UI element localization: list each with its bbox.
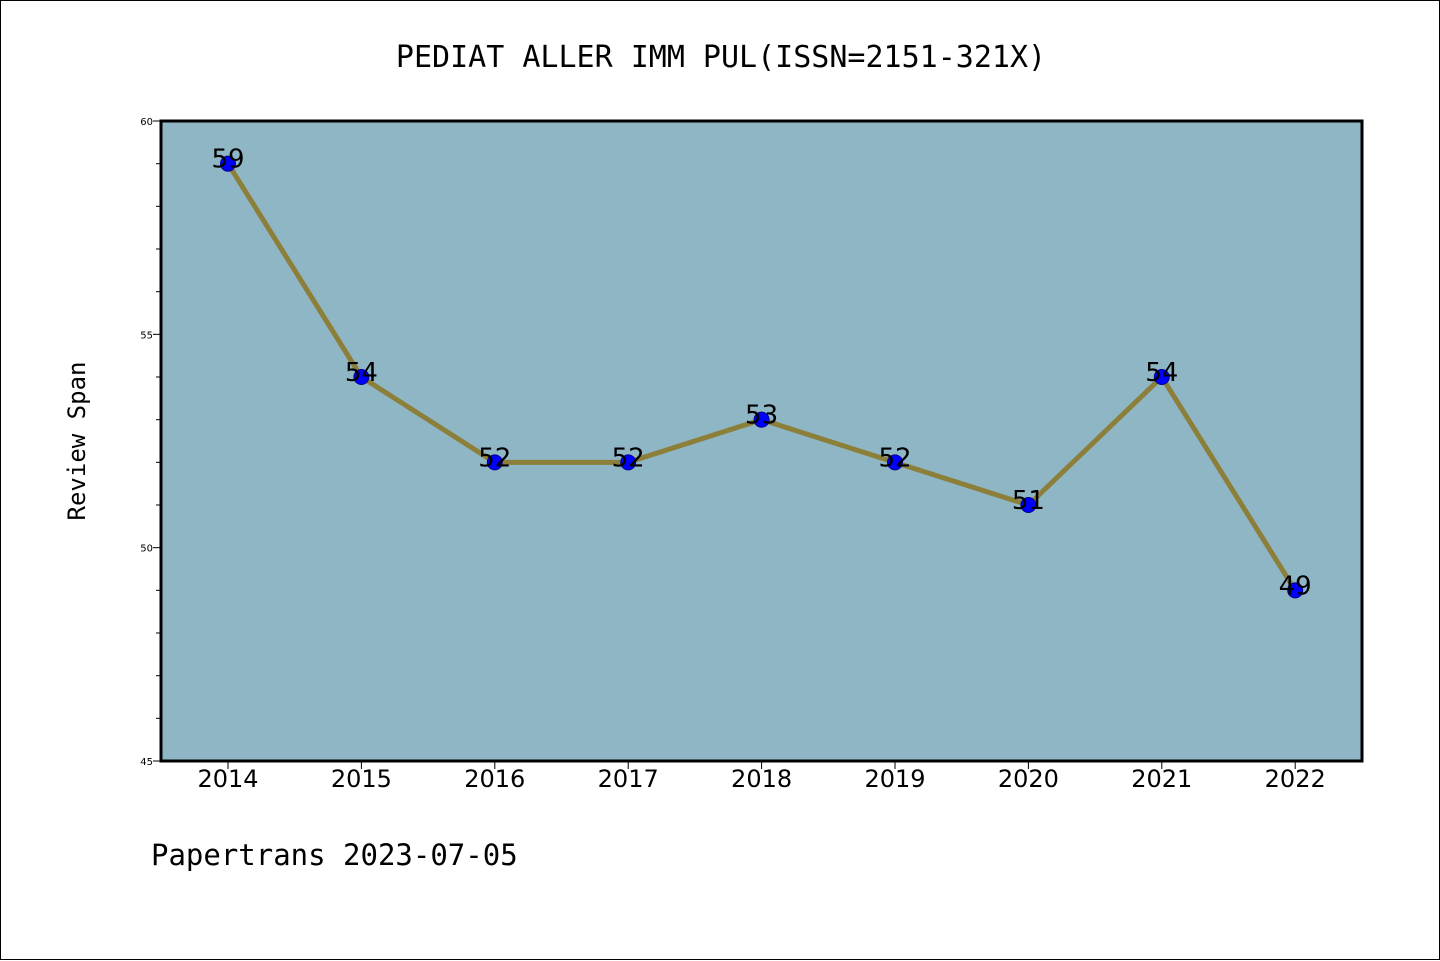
data-label: 52 (612, 443, 645, 473)
data-point (887, 454, 903, 471)
data-point (753, 411, 770, 428)
x-axis: 2014 2015 2016 2017 2018 2019 2020 2021 2022 (197, 761, 1326, 793)
data-point (1287, 582, 1304, 599)
x-tick-label: 2018 (731, 765, 792, 793)
data-label: 51 (1012, 486, 1045, 516)
data-point (486, 454, 503, 471)
y-tick-label: 60 (140, 117, 153, 128)
x-tick-label: 2019 (864, 765, 925, 793)
series-markers (220, 155, 1304, 599)
data-label: 53 (745, 401, 778, 431)
data-label: 52 (878, 443, 911, 473)
x-tick-label: 2020 (998, 765, 1059, 793)
data-label: 49 (1279, 571, 1312, 601)
y-tick-label: 45 (140, 757, 153, 768)
data-label: 52 (478, 443, 511, 473)
plot-area (161, 121, 1362, 761)
x-tick-label: 2022 (1265, 765, 1326, 793)
footer-text: Papertrans 2023-07-05 (151, 838, 518, 872)
data-label: 54 (345, 358, 378, 388)
data-label: 59 (211, 145, 244, 175)
data-point (353, 369, 370, 385)
y-axis-label: Review Span (63, 362, 91, 521)
x-tick-label: 2015 (331, 765, 392, 793)
data-label: 54 (1145, 358, 1178, 388)
data-point (220, 155, 236, 172)
data-point (1020, 497, 1037, 513)
plot-border (159, 119, 1364, 763)
chart-title: PEDIAT ALLER IMM PUL(ISSN=2151-321X) (396, 40, 1046, 75)
x-tick-label: 2014 (197, 765, 258, 793)
data-point (620, 454, 637, 471)
x-tick-label: 2017 (598, 765, 659, 793)
x-tick-label: 2016 (464, 765, 525, 793)
y-axis: 45 50 55 60 (140, 117, 161, 768)
data-labels: 59 54 52 52 53 52 51 54 49 (211, 145, 1311, 602)
y-tick-label: 50 (140, 544, 153, 555)
x-tick-label: 2021 (1131, 765, 1192, 793)
data-point (1153, 369, 1170, 385)
y-tick-label: 55 (140, 330, 153, 341)
